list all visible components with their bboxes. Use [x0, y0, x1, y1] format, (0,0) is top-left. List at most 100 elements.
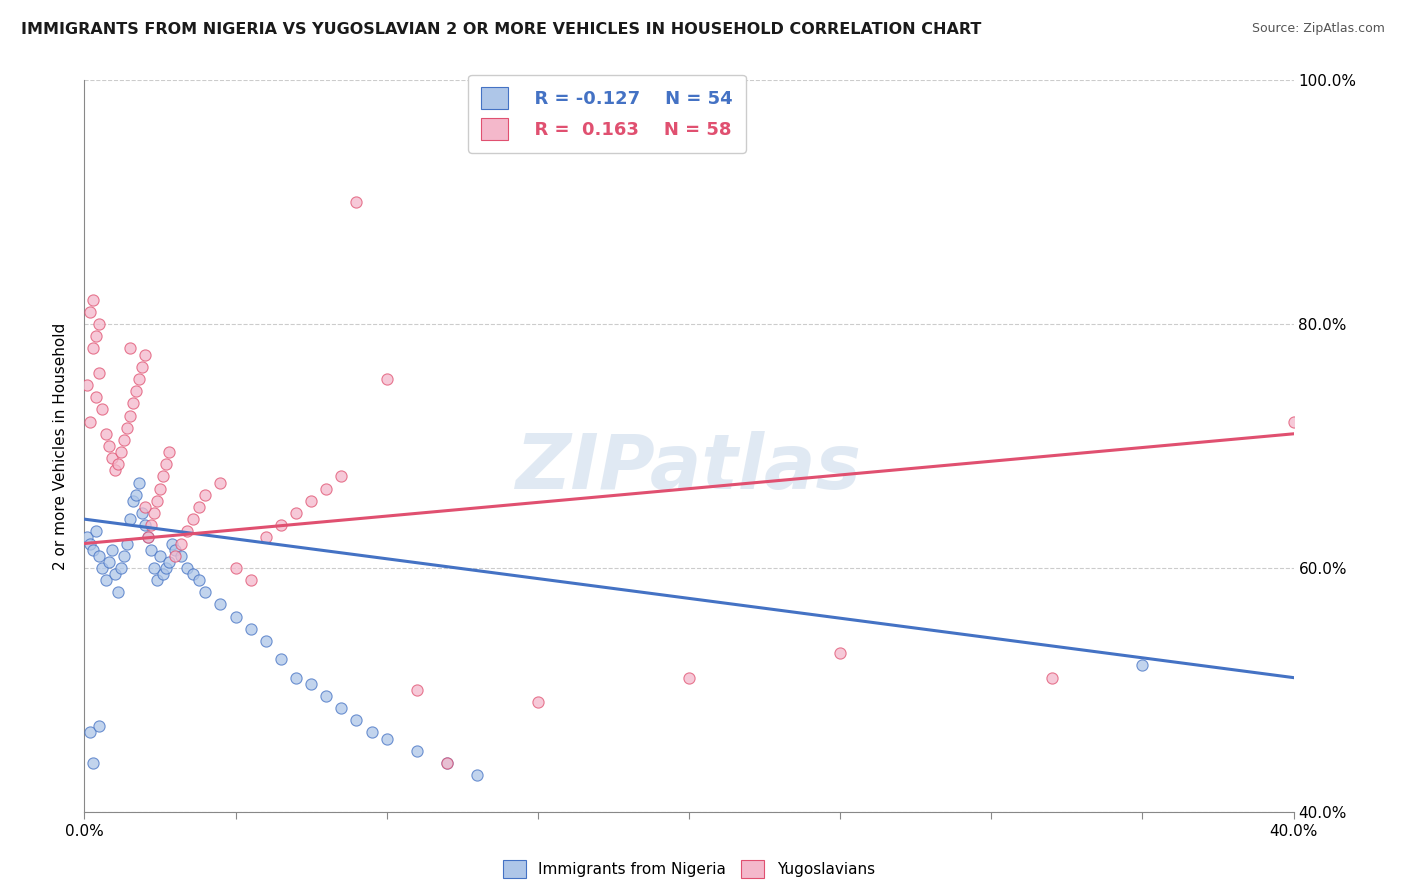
Point [346, 195, 368, 210]
Point [125, 488, 148, 502]
Point [406, 744, 429, 758]
Point [107, 585, 129, 599]
Point [194, 488, 217, 502]
Point [100, 542, 122, 557]
Point [89, 549, 111, 563]
Point [107, 457, 129, 471]
Point [360, 725, 382, 739]
Point [157, 555, 180, 569]
Point [152, 469, 174, 483]
Point [86, 524, 108, 539]
Point [181, 567, 204, 582]
Point [170, 549, 193, 563]
Point [134, 347, 156, 362]
Point [194, 585, 217, 599]
Point [160, 536, 183, 550]
Text: IMMIGRANTS FROM NIGERIA VS YUGOSLAVIAN 2 OR MORE VEHICLES IN HOUSEHOLD CORRELATI: IMMIGRANTS FROM NIGERIA VS YUGOSLAVIAN 2… [21, 22, 981, 37]
Point [82, 756, 104, 770]
Point [121, 493, 143, 508]
Point [79, 725, 101, 739]
Point [91, 561, 114, 575]
Point [678, 671, 700, 685]
Point [375, 372, 398, 386]
Point [270, 652, 292, 666]
Point [115, 421, 138, 435]
Point [176, 524, 198, 539]
Point [209, 475, 232, 490]
Point [299, 677, 322, 691]
Y-axis label: 2 or more Vehicles in Household: 2 or more Vehicles in Household [53, 322, 69, 570]
Point [125, 384, 148, 399]
Point [118, 512, 141, 526]
Point [155, 457, 177, 471]
Point [149, 482, 172, 496]
Point [254, 634, 277, 648]
Point [170, 536, 193, 550]
Point [375, 731, 398, 746]
Point [94, 426, 117, 441]
Point [270, 518, 292, 533]
Point [110, 445, 132, 459]
Point [110, 561, 132, 575]
Point [142, 506, 165, 520]
Text: Source: ZipAtlas.com: Source: ZipAtlas.com [1251, 22, 1385, 36]
Point [112, 549, 135, 563]
Point [104, 463, 127, 477]
Point [79, 305, 101, 319]
Point [157, 445, 180, 459]
Point [139, 518, 162, 533]
Point [100, 451, 122, 466]
Point [155, 561, 177, 575]
Point [1282, 415, 1305, 429]
Point [97, 439, 120, 453]
Point [89, 719, 111, 733]
Point [330, 469, 353, 483]
Point [830, 646, 852, 660]
Point [209, 598, 232, 612]
Point [97, 555, 120, 569]
Point [134, 518, 156, 533]
Point [128, 475, 150, 490]
Point [527, 695, 550, 709]
Point [330, 701, 353, 715]
Point [118, 342, 141, 356]
Point [118, 409, 141, 423]
Point [165, 542, 187, 557]
Point [76, 530, 98, 544]
Point [112, 433, 135, 447]
Point [165, 549, 187, 563]
Point [181, 512, 204, 526]
Point [188, 500, 211, 514]
Point [79, 536, 101, 550]
Point [254, 530, 277, 544]
Point [131, 506, 153, 520]
Point [89, 317, 111, 331]
Point [142, 561, 165, 575]
Point [436, 756, 458, 770]
Point [82, 542, 104, 557]
Point [139, 542, 162, 557]
Point [315, 689, 337, 703]
Point [146, 573, 169, 587]
Point [285, 506, 308, 520]
Point [285, 671, 308, 685]
Legend: Immigrants from Nigeria, Yugoslavians: Immigrants from Nigeria, Yugoslavians [498, 854, 880, 885]
Point [94, 573, 117, 587]
Point [225, 609, 247, 624]
Point [1040, 671, 1063, 685]
Point [346, 714, 368, 728]
Point [79, 415, 101, 429]
Point [176, 561, 198, 575]
Text: ZIPatlas: ZIPatlas [516, 431, 862, 505]
Point [115, 536, 138, 550]
Point [89, 366, 111, 380]
Point [121, 396, 143, 410]
Point [82, 293, 104, 307]
Point [134, 500, 156, 514]
Point [86, 390, 108, 404]
Point [467, 768, 489, 782]
Point [152, 567, 174, 582]
Point [86, 329, 108, 343]
Point [149, 549, 172, 563]
Point [225, 561, 247, 575]
